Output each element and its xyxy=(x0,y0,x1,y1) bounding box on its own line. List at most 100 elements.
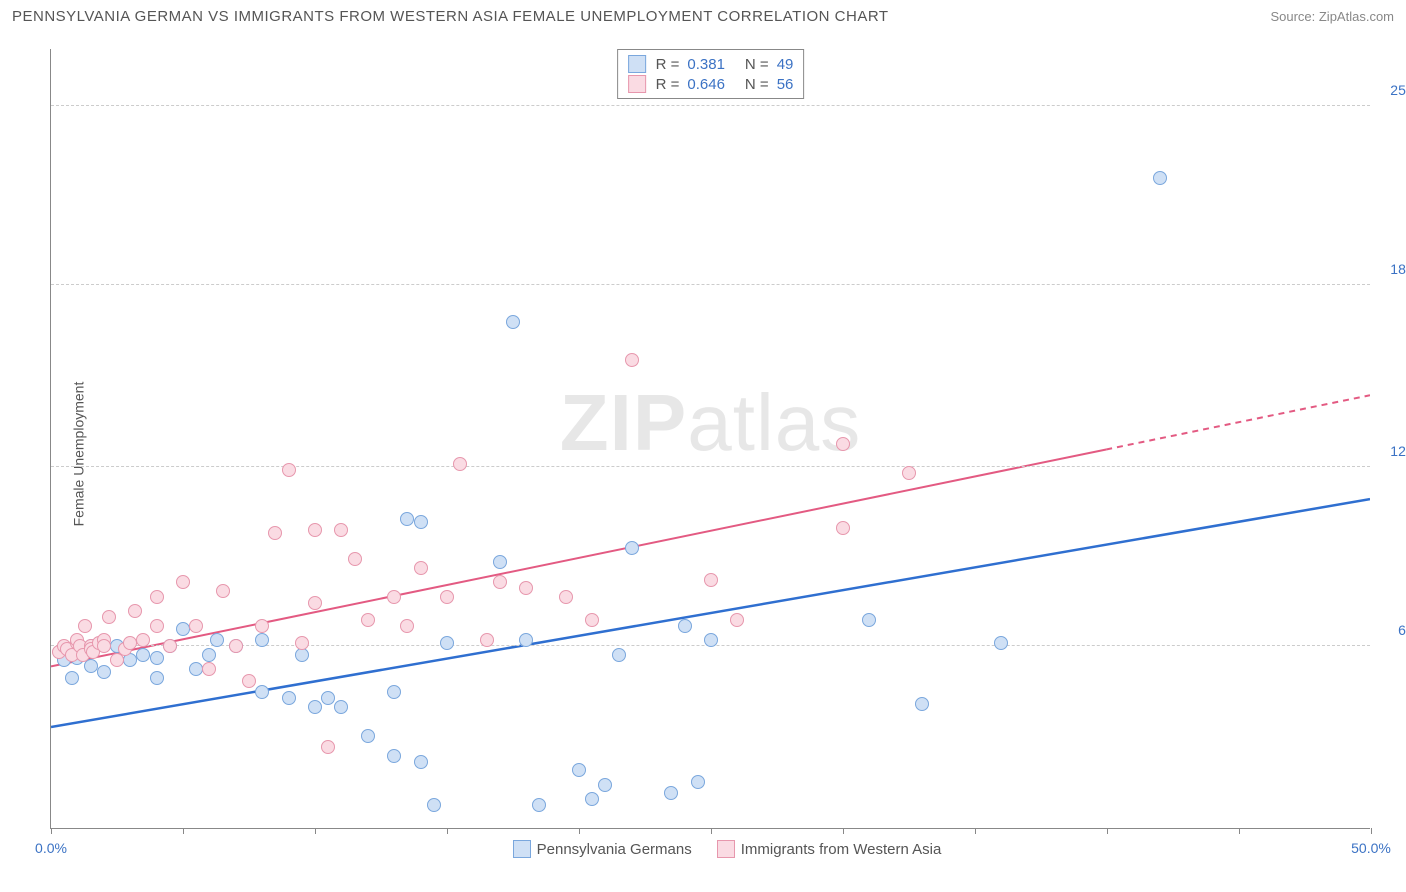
scatter-point xyxy=(625,353,639,367)
x-tick-label: 0.0% xyxy=(35,840,67,856)
scatter-point xyxy=(506,315,520,329)
scatter-point xyxy=(334,700,348,714)
scatter-point xyxy=(612,648,626,662)
scatter-point xyxy=(915,697,929,711)
x-tick xyxy=(183,828,184,834)
scatter-point xyxy=(282,463,296,477)
scatter-point xyxy=(387,749,401,763)
scatter-point xyxy=(836,521,850,535)
x-tick xyxy=(1371,828,1372,834)
watermark: ZIPatlas xyxy=(560,377,861,469)
scatter-point xyxy=(78,619,92,633)
r-label: R = xyxy=(656,56,680,73)
scatter-point xyxy=(295,636,309,650)
scatter-point xyxy=(493,555,507,569)
r-value: 0.381 xyxy=(687,56,725,73)
plot-area: ZIPatlas R = 0.381N = 49R = 0.646N = 56 … xyxy=(50,49,1370,829)
scatter-point xyxy=(414,515,428,529)
scatter-point xyxy=(150,619,164,633)
scatter-point xyxy=(255,685,269,699)
scatter-point xyxy=(176,622,190,636)
correlation-legend: R = 0.381 N = 49R = 0.646N = 56 xyxy=(617,49,805,99)
scatter-point xyxy=(163,639,177,653)
scatter-point xyxy=(136,633,150,647)
scatter-point xyxy=(65,671,79,685)
n-value: 56 xyxy=(777,76,794,93)
scatter-point xyxy=(994,636,1008,650)
scatter-point xyxy=(97,639,111,653)
scatter-point xyxy=(361,729,375,743)
x-tick xyxy=(1107,828,1108,834)
scatter-point xyxy=(902,466,916,480)
scatter-point xyxy=(585,613,599,627)
correlation-legend-row: R = 0.381 N = 49 xyxy=(628,54,794,74)
r-value: 0.646 xyxy=(687,76,725,93)
n-value: 49 xyxy=(777,56,794,73)
n-label: N = xyxy=(745,56,769,73)
scatter-point xyxy=(150,590,164,604)
scatter-point xyxy=(321,740,335,754)
scatter-point xyxy=(691,775,705,789)
scatter-point xyxy=(387,685,401,699)
gridline xyxy=(51,466,1370,467)
scatter-point xyxy=(321,691,335,705)
y-tick-label: 12.5% xyxy=(1375,443,1406,459)
scatter-point xyxy=(836,437,850,451)
scatter-point xyxy=(400,619,414,633)
x-tick xyxy=(1239,828,1240,834)
scatter-point xyxy=(242,674,256,688)
scatter-point xyxy=(414,755,428,769)
scatter-point xyxy=(493,575,507,589)
scatter-point xyxy=(559,590,573,604)
series-legend-item: Immigrants from Western Asia xyxy=(717,840,942,858)
scatter-point xyxy=(625,541,639,555)
scatter-point xyxy=(440,590,454,604)
x-tick xyxy=(711,828,712,834)
scatter-point xyxy=(282,691,296,705)
scatter-point xyxy=(440,636,454,650)
gridline xyxy=(51,284,1370,285)
legend-swatch xyxy=(717,840,735,858)
scatter-point xyxy=(400,512,414,526)
legend-swatch xyxy=(513,840,531,858)
scatter-point xyxy=(427,798,441,812)
scatter-point xyxy=(308,523,322,537)
scatter-point xyxy=(414,561,428,575)
scatter-point xyxy=(102,610,116,624)
scatter-point xyxy=(255,633,269,647)
chart-title: PENNSYLVANIA GERMAN VS IMMIGRANTS FROM W… xyxy=(12,8,889,25)
scatter-point xyxy=(572,763,586,777)
scatter-point xyxy=(730,613,744,627)
scatter-point xyxy=(97,665,111,679)
scatter-point xyxy=(361,613,375,627)
x-tick xyxy=(579,828,580,834)
scatter-point xyxy=(176,575,190,589)
x-tick xyxy=(975,828,976,834)
scatter-point xyxy=(189,619,203,633)
scatter-point xyxy=(189,662,203,676)
series-legend: Pennsylvania Germans Immigrants from West… xyxy=(513,840,942,858)
correlation-legend-row: R = 0.646N = 56 xyxy=(628,74,794,94)
scatter-point xyxy=(202,662,216,676)
scatter-point xyxy=(308,596,322,610)
x-tick xyxy=(315,828,316,834)
y-tick-label: 6.3% xyxy=(1375,622,1406,638)
scatter-point xyxy=(268,526,282,540)
scatter-point xyxy=(519,633,533,647)
x-tick-label: 50.0% xyxy=(1351,840,1391,856)
chart-container: Female Unemployment ZIPatlas R = 0.381N … xyxy=(0,29,1406,879)
scatter-point xyxy=(704,573,718,587)
legend-swatch xyxy=(628,55,646,73)
scatter-point xyxy=(216,584,230,598)
scatter-point xyxy=(334,523,348,537)
series-legend-item: Pennsylvania Germans xyxy=(513,840,692,858)
scatter-point xyxy=(202,648,216,662)
x-tick xyxy=(51,828,52,834)
scatter-point xyxy=(678,619,692,633)
scatter-point xyxy=(255,619,269,633)
scatter-point xyxy=(1153,171,1167,185)
y-tick-label: 18.8% xyxy=(1375,261,1406,277)
y-tick-label: 25.0% xyxy=(1375,82,1406,98)
scatter-point xyxy=(598,778,612,792)
scatter-point xyxy=(348,552,362,566)
